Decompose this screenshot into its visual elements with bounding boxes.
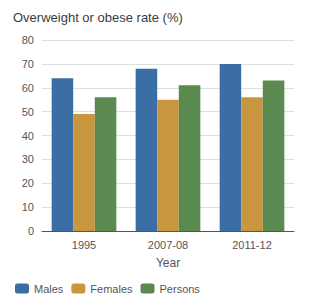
svg-text:Year: Year — [156, 256, 180, 270]
svg-text:0: 0 — [28, 225, 34, 237]
svg-text:60: 60 — [22, 82, 34, 94]
svg-text:1995: 1995 — [72, 239, 96, 251]
svg-text:2007-08: 2007-08 — [148, 239, 188, 251]
svg-text:Overweight or obese rate (%): Overweight or obese rate (%) — [13, 10, 183, 25]
svg-text:10: 10 — [22, 201, 34, 213]
svg-text:Males: Males — [34, 283, 64, 295]
svg-text:20: 20 — [22, 177, 34, 189]
svg-text:50: 50 — [22, 106, 34, 118]
svg-text:30: 30 — [22, 153, 34, 165]
svg-text:70: 70 — [22, 58, 34, 70]
svg-text:Females: Females — [90, 283, 133, 295]
svg-text:40: 40 — [22, 130, 34, 142]
svg-text:80: 80 — [22, 34, 34, 46]
svg-text:2011-12: 2011-12 — [232, 239, 272, 251]
svg-text:Persons: Persons — [160, 283, 201, 295]
